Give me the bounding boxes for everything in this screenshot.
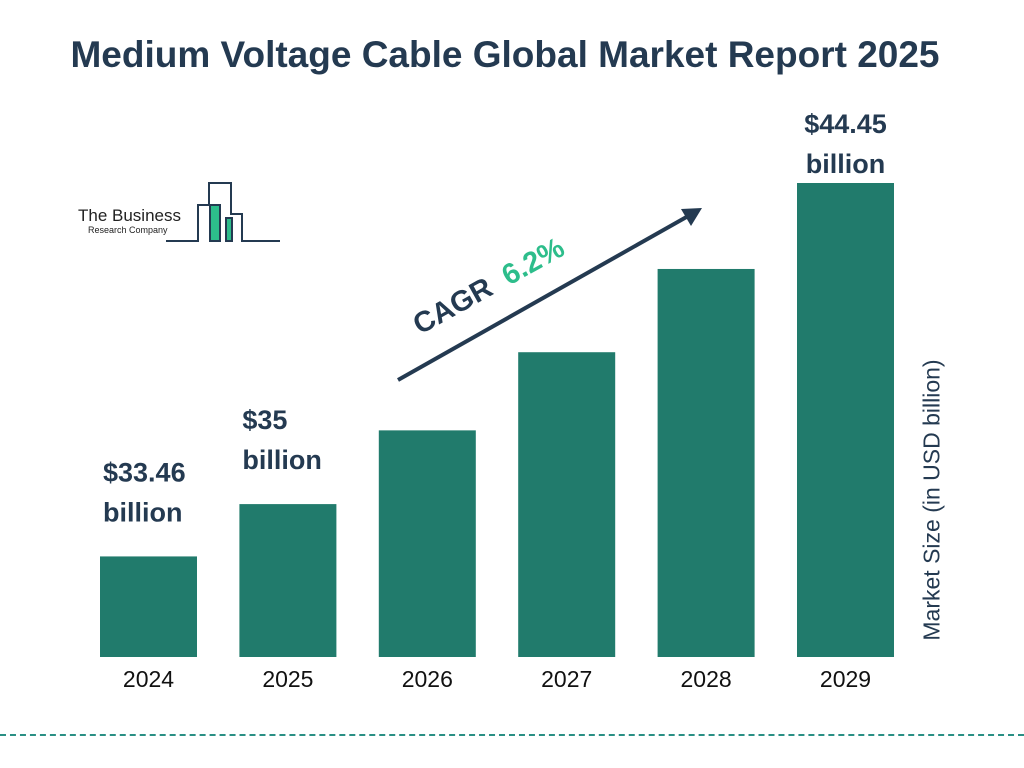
x-tick-label: 2029 (820, 666, 871, 692)
bar-2029 (797, 183, 894, 657)
x-tick-label: 2026 (402, 666, 453, 692)
logo-text-sub: Research Company (88, 225, 168, 235)
bar-2027 (518, 352, 616, 657)
x-tick-label: 2028 (681, 666, 732, 692)
logo-buildings-icon (166, 182, 280, 242)
x-tick-label: 2025 (262, 666, 313, 692)
x-tick-label: 2027 (541, 666, 592, 692)
divider-line (0, 734, 1024, 736)
bar-2025 (239, 504, 337, 657)
bar-2026 (378, 430, 476, 657)
x-tick-label: 2024 (123, 666, 174, 692)
data-label: $35 (242, 405, 287, 435)
logo-text-main: The Business (78, 206, 181, 225)
y-axis-label: Market Size (in USD billion) (918, 359, 945, 641)
data-label: billion (103, 497, 182, 527)
bar-2028 (657, 268, 755, 657)
data-label: billion (242, 445, 321, 475)
bar-2024 (100, 556, 197, 657)
cagr-arrow (397, 208, 702, 382)
cagr-value: 6.2% (497, 232, 571, 292)
data-label: $33.46 (103, 457, 186, 487)
chart-title: Medium Voltage Cable Global Market Repor… (70, 34, 940, 75)
data-label: $44.45 (804, 109, 887, 139)
data-label: billion (806, 149, 885, 179)
svg-text:CAGR 6.2%: CAGR 6.2% (408, 232, 570, 341)
company-logo: The Business Research Company (78, 180, 288, 245)
